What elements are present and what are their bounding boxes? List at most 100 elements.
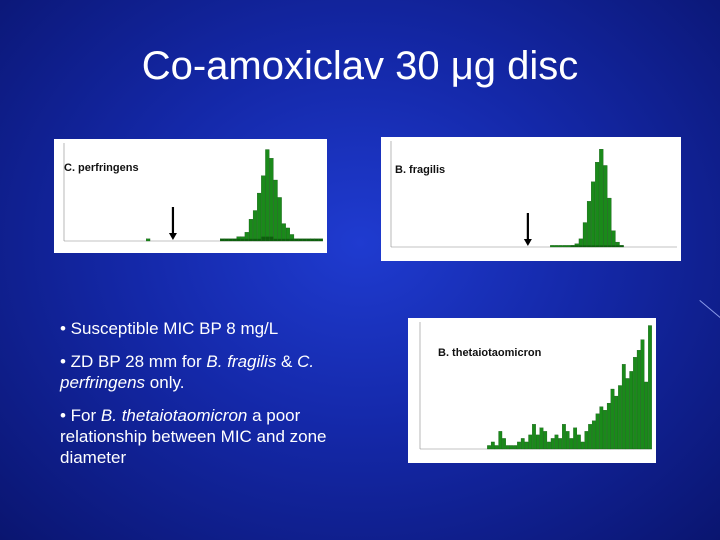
bar-dark [302,238,307,241]
chart-b-thetaiotaomicron: B. thetaiotaomicron [408,318,656,463]
bar [629,371,634,450]
bar [505,445,510,450]
bar [281,223,286,242]
bar [265,149,270,242]
bar-dark [261,236,266,241]
bar [603,410,607,450]
breakpoint-arrow-head [168,233,177,240]
bullet-susceptible-mic: • Susceptible MIC BP 8 mg/L [60,319,279,338]
bar [248,219,253,242]
bar [595,162,600,248]
bar-dark [595,245,600,247]
bar [517,441,521,450]
bar [146,238,151,242]
bar-dark [603,245,608,247]
bar-dark [228,238,233,241]
bar [573,427,578,450]
bar-dark [249,238,253,241]
bar [558,245,563,248]
bar-dark [273,238,278,241]
bar [494,445,499,450]
bar [584,431,589,450]
chart-c-perfringens: C. perfringens [54,139,327,253]
bullet-thetaiotaomicron: • For B. thetaiotaomicron a poor relatio… [60,406,327,467]
chart-b-fragilis: B. fragilis [381,137,681,261]
bullet-list: • Susceptible MIC BP 8 mg/L • ZD BP 28 m… [60,318,350,480]
bar-dark [298,238,303,241]
bar-dark [599,245,604,247]
bar [257,192,262,242]
bar [595,413,600,450]
bar-dark [310,238,315,241]
bar-dark [224,238,229,241]
bar [582,222,587,248]
bar [558,438,563,450]
bar [550,245,555,248]
chart-svg: B. thetaiotaomicron [419,322,652,450]
bar-dark [277,238,282,241]
bar [566,245,571,248]
bar [610,388,615,450]
bar [554,245,559,248]
bar [261,175,266,242]
bar [513,445,518,450]
bar-dark [220,238,225,241]
bar [618,385,622,450]
bar [550,438,555,450]
bar [633,357,637,450]
bar-dark [583,245,587,247]
bar [648,325,652,450]
bar-dark [619,245,624,247]
bar-dark [570,245,575,247]
bar [490,441,495,450]
bar-dark [232,238,237,241]
bar [607,197,612,248]
bar [565,431,570,450]
bar [562,245,567,248]
bar [509,445,514,450]
bar [588,424,592,450]
bar-dark [286,238,290,241]
bar-dark [591,245,595,247]
bar [543,431,548,450]
bar-dark [587,245,591,247]
bar [640,339,645,450]
bar-dark [269,236,274,241]
bar [611,230,616,248]
breakpoint-arrow-head [523,239,532,246]
bar [569,438,574,450]
bar-dark [265,236,270,241]
chart-svg: B. fragilis [390,141,677,248]
chart-title: B. fragilis [395,164,445,176]
bar-dark [294,238,299,241]
bar [535,434,540,450]
slide-title: Co-amoxiclav 30 μg disc [141,44,579,88]
bar-dark [611,245,616,247]
bar-dark [240,238,245,241]
bar [599,149,604,248]
chart-svg: C. perfringens [63,143,323,242]
bar-dark [318,238,323,241]
bar-dark [306,238,311,241]
bar-dark [615,245,620,247]
bar [539,427,544,450]
decorative-line [699,300,720,321]
bar [547,441,551,450]
bar [591,420,596,450]
bar [277,197,282,242]
bar [273,179,278,242]
bar [625,378,630,450]
bar-dark [236,238,241,241]
bar [586,201,592,248]
bullet-zd-bp: • ZD BP 28 mm for B. fragilis & C. perfr… [60,352,315,392]
bar-dark [290,238,294,241]
bar-dark [314,238,319,241]
bar-dark [281,238,286,241]
bar [528,434,533,450]
chart-title: B. thetaiotaomicron [438,347,542,359]
bar-dark [244,238,249,241]
bar [591,181,596,248]
bar-dark [253,238,257,241]
bar [532,424,536,450]
bar [644,381,649,450]
